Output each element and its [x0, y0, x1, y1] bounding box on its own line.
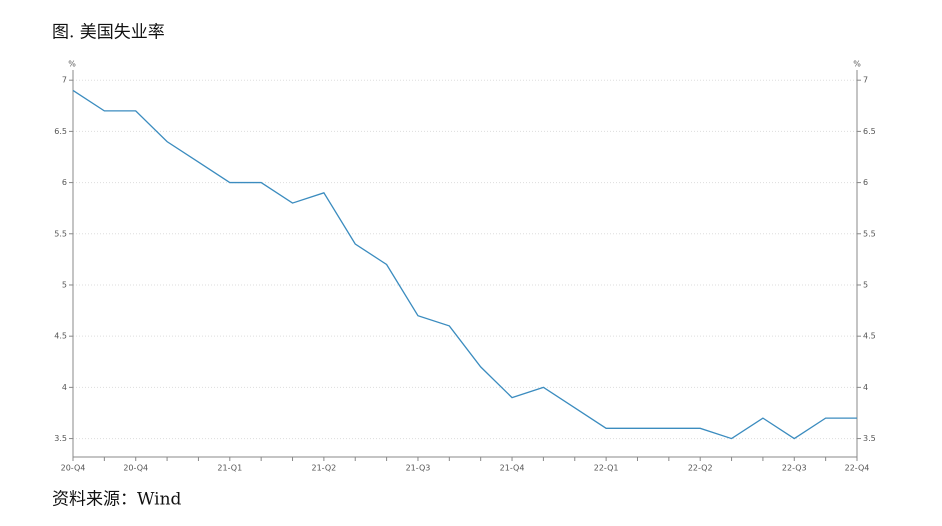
x-tick-label: 21-Q3 — [406, 464, 431, 473]
y2-tick-label: 6.5 — [863, 127, 876, 136]
data-line — [72, 89, 857, 440]
y-tick-label: 5.5 — [54, 229, 67, 238]
x-tick-label: 22-Q4 — [845, 464, 870, 473]
x-tick-label: 20-Q4 — [123, 464, 148, 473]
x-tick-label: 22-Q2 — [688, 464, 713, 473]
y2-tick-label: 6 — [863, 178, 868, 187]
y-unit: % — [68, 60, 76, 69]
y-tick-label: 4 — [62, 383, 67, 392]
x-tick-label: 22-Q3 — [782, 464, 807, 473]
y-tick-label: 6.5 — [54, 127, 67, 136]
y-tick-label: 6 — [62, 178, 67, 187]
y-tick-label: 5 — [62, 280, 67, 289]
x-tick-label: 21-Q4 — [500, 464, 525, 473]
x-tick-label: 20-Q4 — [61, 464, 86, 473]
y-tick-label: 7 — [62, 76, 67, 85]
x-tick-label: 21-Q2 — [312, 464, 337, 473]
y2-tick-label: 3.5 — [863, 434, 876, 443]
y2-tick-label: 7 — [863, 76, 868, 85]
y2-tick-label: 4 — [863, 383, 868, 392]
y2-tick-label: 5.5 — [863, 229, 876, 238]
x-tick-label: 22-Q1 — [594, 464, 619, 473]
chart-title: 图. 美国失业率 — [52, 23, 165, 43]
y2-tick-label: 5 — [863, 280, 868, 289]
y2-tick-label: 4.5 — [863, 332, 876, 341]
y-tick-label: 3.5 — [54, 434, 67, 443]
source-note: 资料来源：Wind — [52, 490, 182, 510]
x-tick-label: 21-Q1 — [217, 464, 242, 473]
y-tick-label: 4.5 — [54, 332, 67, 341]
y2-unit: % — [853, 60, 861, 69]
